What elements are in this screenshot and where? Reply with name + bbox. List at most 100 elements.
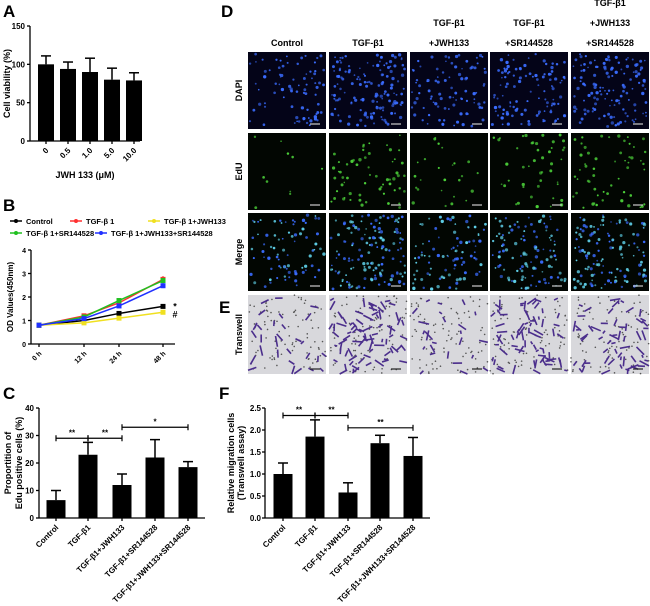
micrograph-transwell-4 bbox=[570, 294, 650, 375]
micrograph-transwell-2 bbox=[409, 295, 489, 375]
cell-nucleus bbox=[453, 230, 457, 234]
pore bbox=[450, 362, 453, 364]
cell-nucleus bbox=[622, 108, 625, 111]
cell-nucleus bbox=[448, 76, 451, 79]
cell-nucleus bbox=[609, 104, 611, 107]
pore bbox=[633, 302, 636, 304]
cell-nucleus bbox=[619, 151, 623, 155]
cell-nucleus bbox=[359, 67, 361, 70]
pore bbox=[419, 367, 421, 369]
cell-nucleus bbox=[413, 113, 417, 117]
cell-nucleus bbox=[542, 277, 547, 282]
cell-nucleus bbox=[545, 101, 549, 105]
pore bbox=[515, 361, 518, 364]
pore bbox=[281, 313, 284, 316]
cell-nucleus bbox=[416, 188, 420, 191]
cell-nucleus bbox=[470, 189, 474, 193]
cell-nucleus bbox=[527, 216, 530, 219]
pore bbox=[300, 298, 303, 301]
cell-nucleus bbox=[360, 254, 364, 258]
cell-nucleus bbox=[377, 283, 380, 286]
cell-nucleus bbox=[342, 257, 346, 261]
row-label: Transwell bbox=[234, 314, 244, 355]
series-line bbox=[38, 305, 164, 326]
cell-nucleus bbox=[633, 103, 637, 107]
cell-nucleus bbox=[581, 249, 585, 252]
legend-label: TGF-β 1+JWH133+SR144528 bbox=[111, 229, 213, 238]
cell-nucleus bbox=[605, 58, 609, 62]
cell-nucleus bbox=[263, 243, 266, 246]
cell-nucleus bbox=[530, 141, 534, 145]
cell-nucleus bbox=[599, 224, 602, 226]
cell-nucleus bbox=[314, 93, 317, 96]
cell-nucleus bbox=[509, 105, 512, 108]
cell-nucleus bbox=[460, 97, 463, 100]
cell-nucleus bbox=[614, 55, 618, 59]
pore bbox=[455, 343, 457, 345]
pore bbox=[494, 355, 497, 358]
cell-nucleus bbox=[520, 255, 522, 257]
x-tick-label: 12 h bbox=[74, 350, 89, 365]
migrated-cell bbox=[541, 318, 545, 328]
cell-nucleus bbox=[614, 124, 618, 127]
cell-nucleus bbox=[335, 190, 339, 193]
cell-nucleus bbox=[267, 256, 271, 260]
migrated-cell bbox=[256, 324, 263, 331]
cell-nucleus bbox=[536, 148, 540, 152]
cell-nucleus bbox=[572, 65, 575, 68]
cell-nucleus bbox=[581, 229, 585, 233]
cell-nucleus bbox=[350, 267, 353, 270]
cell-nucleus bbox=[604, 97, 606, 100]
pore bbox=[553, 363, 556, 366]
cell-nucleus bbox=[371, 99, 375, 103]
cell-nucleus bbox=[442, 276, 446, 279]
micrograph-edu-1 bbox=[329, 133, 407, 210]
cell-nucleus bbox=[378, 60, 381, 63]
cell-nucleus bbox=[422, 286, 425, 290]
cell-nucleus bbox=[377, 226, 382, 231]
pore bbox=[474, 358, 477, 360]
pore bbox=[533, 356, 535, 358]
micrograph-merge-3 bbox=[490, 213, 568, 291]
panel-label-c: C bbox=[3, 384, 15, 403]
cell-nucleus bbox=[583, 99, 585, 102]
cell-nucleus bbox=[500, 224, 504, 228]
pore bbox=[597, 296, 600, 298]
pore bbox=[494, 319, 496, 322]
migrated-cell bbox=[338, 313, 343, 319]
migrated-cell bbox=[607, 307, 614, 315]
pore bbox=[621, 331, 624, 334]
cell-nucleus bbox=[619, 245, 623, 249]
migrated-cell bbox=[459, 330, 462, 335]
migrated-cell bbox=[459, 370, 468, 375]
cell-nucleus bbox=[359, 108, 362, 112]
cell-nucleus bbox=[590, 273, 594, 277]
cell-nucleus bbox=[290, 235, 294, 238]
migrated-cell bbox=[638, 308, 642, 317]
cell-nucleus bbox=[298, 232, 303, 236]
cell-nucleus bbox=[338, 69, 341, 72]
migrated-cell bbox=[401, 319, 405, 326]
migrated-cell bbox=[395, 311, 400, 322]
pore bbox=[265, 305, 268, 308]
cell-nucleus bbox=[403, 271, 407, 274]
cell-nucleus bbox=[529, 222, 533, 226]
cell-nucleus bbox=[386, 122, 390, 126]
cell-nucleus bbox=[627, 204, 631, 208]
micrograph-background bbox=[248, 295, 326, 374]
cell-nucleus bbox=[553, 243, 556, 246]
migrated-cell bbox=[587, 325, 594, 332]
migrated-cell bbox=[497, 365, 504, 370]
cell-nucleus bbox=[584, 225, 588, 229]
cell-nucleus bbox=[349, 198, 352, 202]
migrated-cell bbox=[362, 314, 373, 321]
cell-nucleus bbox=[277, 258, 280, 261]
cell-nucleus bbox=[544, 62, 548, 66]
migrated-cell bbox=[630, 355, 637, 363]
cell-nucleus bbox=[453, 162, 456, 165]
cell-nucleus bbox=[504, 85, 508, 89]
cell-nucleus bbox=[594, 284, 597, 287]
pore bbox=[374, 316, 377, 319]
migrated-cell bbox=[333, 358, 338, 363]
x-tick-label: Control bbox=[34, 523, 60, 549]
